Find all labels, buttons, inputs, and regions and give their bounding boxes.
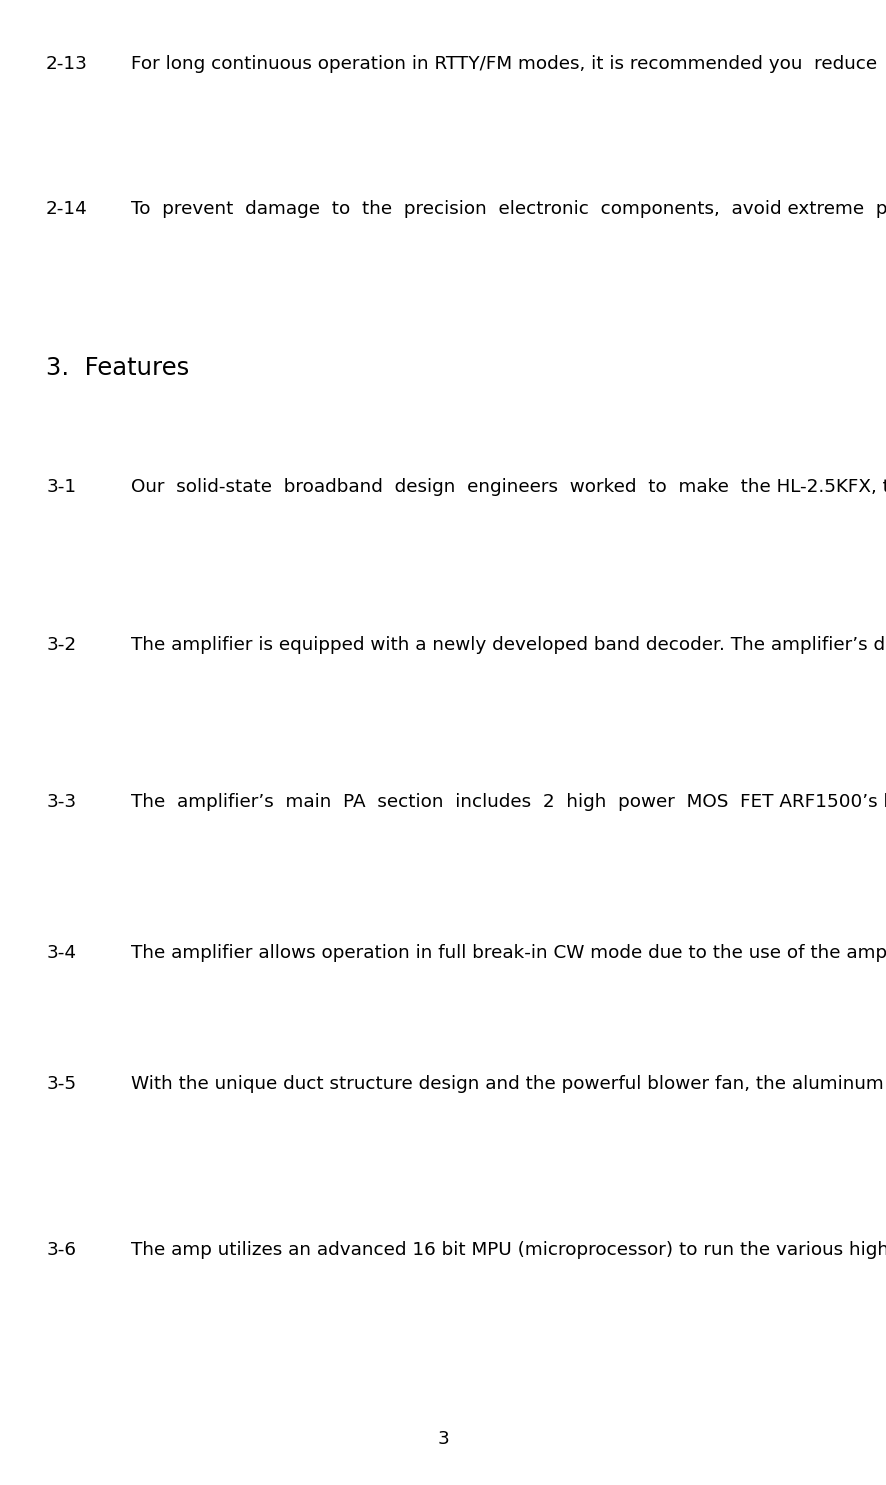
Text: 3.  Features: 3. Features: [46, 356, 190, 380]
Text: 3-4: 3-4: [46, 944, 76, 962]
Text: 3-2: 3-2: [46, 636, 76, 653]
Text: The amp utilizes an advanced 16 bit MPU (microprocessor) to run the various high: The amp utilizes an advanced 16 bit MPU …: [131, 1241, 886, 1259]
Text: For long continuous operation in RTTY/FM modes, it is recommended you  reduce  t: For long continuous operation in RTTY/FM…: [131, 55, 886, 73]
Text: 3-6: 3-6: [46, 1241, 76, 1259]
Text: 3-5: 3-5: [46, 1075, 76, 1093]
Text: The amplifier allows operation in full break-in CW mode due to the use of the am: The amplifier allows operation in full b…: [131, 944, 886, 962]
Text: 2-14: 2-14: [46, 200, 88, 218]
Text: The amplifier is equipped with a newly developed band decoder. The amplifier’s d: The amplifier is equipped with a newly d…: [131, 636, 886, 653]
Text: To  prevent  damage  to  the  precision  electronic  components,  avoid extreme : To prevent damage to the precision elect…: [131, 200, 886, 218]
Text: With the unique duct structure design and the powerful blower fan, the aluminum : With the unique duct structure design an…: [131, 1075, 886, 1093]
Text: Our  solid-state  broadband  design  engineers  worked  to  make  the HL-2.5KFX,: Our solid-state broadband design enginee…: [131, 478, 886, 496]
Text: 3: 3: [437, 1430, 449, 1448]
Text: 2-13: 2-13: [46, 55, 88, 73]
Text: 3-3: 3-3: [46, 793, 76, 811]
Text: The  amplifier’s  main  PA  section  includes  2  high  power  MOS  FET ARF1500’: The amplifier’s main PA section includes…: [131, 793, 886, 811]
Text: 3-1: 3-1: [46, 478, 76, 496]
